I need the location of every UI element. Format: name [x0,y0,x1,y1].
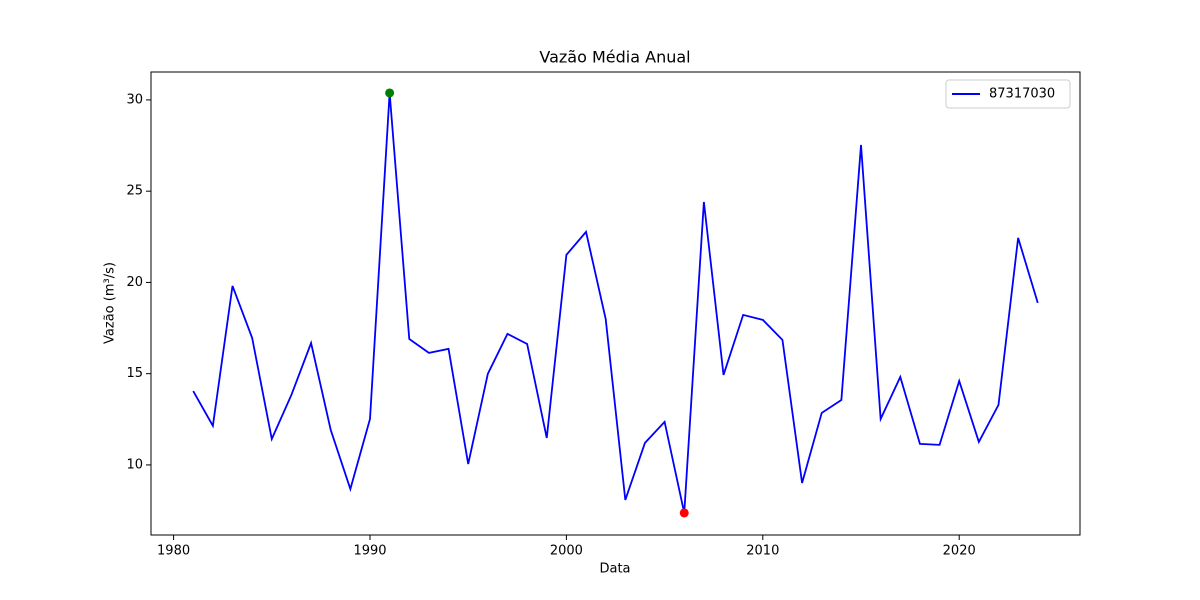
x-tick-label: 1980 [157,544,190,559]
y-axis-label: Vazão (m³/s) [103,262,118,344]
chart-title: Vazão Média Anual [539,48,690,67]
plot-frame [150,71,1081,536]
x-tick-label: 2000 [550,544,583,559]
x-tick-label: 2010 [746,544,779,559]
legend-box [945,79,1071,109]
x-axis-label: Data [599,562,630,577]
x-tick-label: 2020 [943,544,976,559]
line [192,92,1039,514]
y-tick-label: 20 [126,275,143,290]
legend-label: 87317030 [989,87,1055,102]
marker [385,88,395,98]
y-tick-label: 25 [126,184,143,199]
marker [679,508,689,518]
y-tick-label: 10 [126,457,143,472]
x-tick-label: 1990 [353,544,386,559]
y-tick-label: 30 [126,92,143,107]
y-tick-label: 15 [126,366,143,381]
